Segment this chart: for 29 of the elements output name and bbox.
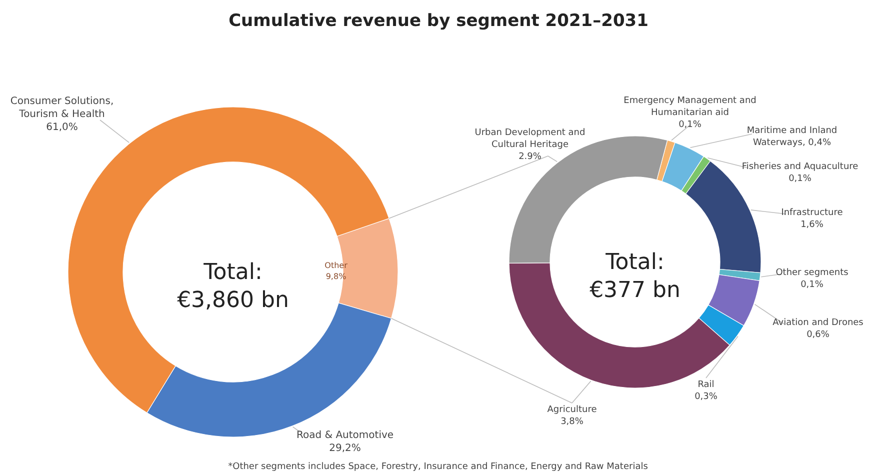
data-label: 9,8% [326,272,347,281]
slice-label: Aviation and Drones [772,318,864,328]
data-label: 0,6% [806,330,830,340]
slice-label: Road & Automotive [296,430,394,441]
slice-label: Urban Development and Cultural Heritage [474,128,586,150]
data-label: 61,0% [46,122,78,133]
data-label: 29,2% [329,443,361,454]
slice-label: Other segments [776,268,849,278]
slice-label: Agriculture [547,405,598,415]
slice-label: Other [324,261,348,270]
slice-label: Consumer Solutions, Tourism & Health [10,96,114,120]
text: Cumulative revenue by segment 2021–2031 [228,11,648,31]
text: *Other segments includes Space, Forestry, Insurance and Finance, Energy and Raw Materials [228,462,648,472]
text: €377 bn [590,278,680,303]
data-label: 0,1% [678,120,702,130]
slice-label: Rail [698,380,714,390]
slice-label: Fisheries and Aquaculture [742,162,859,172]
text: Total: [604,250,664,275]
slice-label: Maritime and Inland Waterways, 0,4% [746,126,838,148]
data-label: 2.9% [518,152,542,162]
data-label: 3,8% [560,417,584,427]
data-label: 1,6% [800,220,824,230]
slice-label: Emergency Management and Humanitarian aid [624,96,756,118]
text: €3,860 bn [177,288,289,313]
data-label: 0,1% [800,280,824,290]
slice-label: Infrastructure [781,208,844,218]
data-label: 0,3% [694,392,718,402]
text: Total: [202,260,262,285]
data-label: 0,1% [788,174,812,184]
